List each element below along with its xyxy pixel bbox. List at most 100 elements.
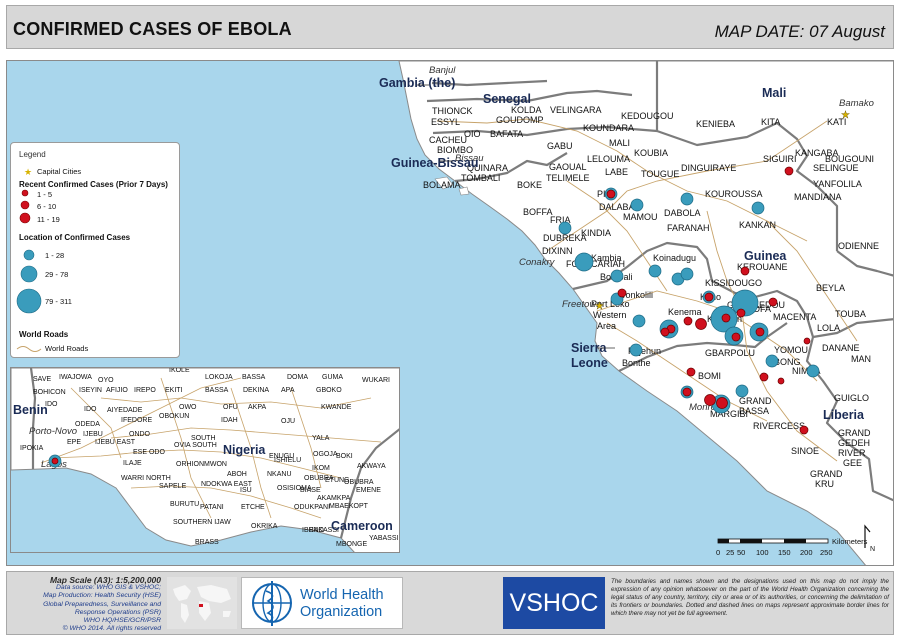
inset-place-label: BRASS — [195, 539, 219, 546]
recent-case-marker[interactable] — [721, 313, 731, 323]
recent-case-marker[interactable] — [51, 457, 59, 465]
inset-place-label: SAVE — [33, 376, 51, 383]
place-label: MARGIBI — [710, 409, 748, 419]
inset-place-label: SOUTH — [191, 435, 216, 442]
place-label: GEDEH — [838, 438, 870, 448]
place-label: THIONCK — [432, 106, 473, 116]
place-label: DALABA — [599, 202, 635, 212]
inset-place-label: OWO — [179, 404, 197, 411]
place-label: SELINGUE — [813, 163, 859, 173]
recent-case-marker[interactable] — [803, 337, 811, 345]
location-case-marker[interactable] — [806, 364, 820, 378]
inset-place-label: OKRIKA — [251, 523, 278, 530]
scale-tick: 250 — [820, 548, 833, 557]
recent-case-marker[interactable] — [731, 332, 741, 342]
place-label: RIVER — [838, 448, 866, 458]
place-label: BEYLA — [816, 283, 845, 293]
locator-world-map-icon — [167, 577, 237, 629]
location-case-marker[interactable] — [751, 201, 765, 215]
inset-place-label: MBAEKOPT — [329, 503, 369, 510]
recent-case-marker[interactable] — [740, 266, 750, 276]
place-label: FARANAH — [667, 223, 710, 233]
place-label: KOUNDARA — [583, 123, 634, 133]
inset-place-label: AKAMKPA — [317, 495, 351, 502]
place-label: GRAND — [838, 428, 871, 438]
location-case-marker[interactable] — [680, 192, 694, 206]
inset-place-label: ODEDA — [75, 421, 100, 428]
recent-case-marker[interactable] — [755, 327, 765, 337]
recent-case-marker[interactable] — [799, 425, 809, 435]
place-label: LOLA — [817, 323, 840, 333]
inset-place-label: AKPA — [248, 404, 266, 411]
country-label: Senegal — [483, 92, 531, 106]
location-case-marker[interactable] — [648, 264, 662, 278]
north-arrow-icon — [864, 524, 871, 548]
inset-roads — [40, 377, 382, 519]
legend-recent-item: 6 - 10 — [37, 202, 57, 211]
location-case-marker[interactable] — [558, 221, 572, 235]
recent-case-marker[interactable] — [682, 387, 692, 397]
legend-roads-item: World Roads — [45, 344, 89, 353]
place-label: DIXINN — [542, 246, 573, 256]
inset-place-label: ISEYIN — [79, 387, 102, 394]
location-case-marker[interactable] — [574, 252, 594, 272]
recent-case-marker[interactable] — [683, 316, 693, 326]
inset-place-label: IFEDORE — [121, 417, 152, 424]
inset-country-label: Nigeria — [223, 443, 266, 457]
place-label: QUINARA — [467, 163, 508, 173]
inset-place-label: SAPELE — [159, 483, 187, 490]
location-case-marker[interactable] — [632, 314, 646, 328]
place-label: GABU — [547, 141, 573, 151]
city-water-label: Banjul — [429, 65, 456, 76]
land-mass — [398, 61, 893, 565]
inset-place-label: IKOM — [312, 465, 330, 472]
inset-place-label: WARRI NORTH — [121, 475, 171, 482]
place-label: KANGABA — [795, 148, 839, 158]
credit-line: Data source: WHO GIS & VSHOC; — [56, 584, 161, 592]
inset-place-label: AFIJIO — [106, 387, 128, 394]
location-swatch-small — [23, 249, 35, 261]
place-label: GBARPOLU — [705, 348, 755, 358]
inset-place-label: OBOKUN — [159, 413, 189, 420]
location-case-marker[interactable] — [765, 354, 779, 368]
inset-place-label: ETCHE — [241, 504, 265, 511]
recent-case-marker[interactable] — [768, 297, 778, 307]
legend-recent-item: 1 - 5 — [37, 190, 53, 199]
recent-case-marker[interactable] — [759, 372, 769, 382]
place-label: MAMOU — [623, 212, 658, 222]
inset-place-label: OSISIOMA — [277, 485, 312, 492]
inset-place-label: ODUKPANI — [294, 504, 330, 511]
location-case-marker[interactable] — [630, 198, 644, 212]
inset-city-label: Porto-Novo — [29, 426, 77, 437]
legend-panel: Legend ★ Capital Cities Recent Confirmed… — [10, 142, 180, 358]
recent-case-marker[interactable] — [784, 166, 794, 176]
recent-case-marker[interactable] — [686, 367, 696, 377]
inset-place-label: BOHICON — [33, 389, 66, 396]
legend-symbols: ★ — [16, 167, 42, 352]
recent-case-marker[interactable] — [606, 189, 616, 199]
place-label: YANFOLILA — [813, 179, 862, 189]
inset-place-label: EKITI — [165, 387, 183, 394]
inset-map[interactable]: SAVE IWAJOWA OYO IKOLE LOKOJA BASSA DOMA GUMA BO… — [10, 367, 400, 553]
recent-case-marker[interactable] — [660, 327, 670, 337]
recent-case-marker[interactable] — [716, 397, 728, 409]
place-label: FORECARIAH — [566, 259, 625, 269]
recent-case-marker[interactable] — [704, 292, 714, 302]
place-label: KITA — [761, 117, 780, 127]
location-case-marker[interactable] — [735, 384, 749, 398]
location-case-marker[interactable] — [629, 343, 643, 357]
location-case-marker[interactable] — [610, 269, 624, 283]
recent-case-marker[interactable] — [736, 308, 746, 318]
recent-case-marker[interactable] — [777, 377, 785, 385]
recent-case-marker[interactable] — [695, 318, 707, 330]
place-label: BAFATA — [490, 129, 523, 139]
inset-place-label: OBUBRA — [304, 475, 334, 482]
location-case-marker[interactable] — [680, 267, 694, 281]
recent-case-marker[interactable] — [617, 288, 627, 298]
recent-case-marker[interactable] — [704, 394, 716, 406]
place-label: BOKE — [517, 180, 542, 190]
scale-unit: Kilometers — [832, 537, 868, 546]
inset-recent-markers — [51, 457, 59, 465]
legend-location-item: 29 - 78 — [45, 270, 69, 279]
place-label: GAOUAL — [549, 162, 587, 172]
